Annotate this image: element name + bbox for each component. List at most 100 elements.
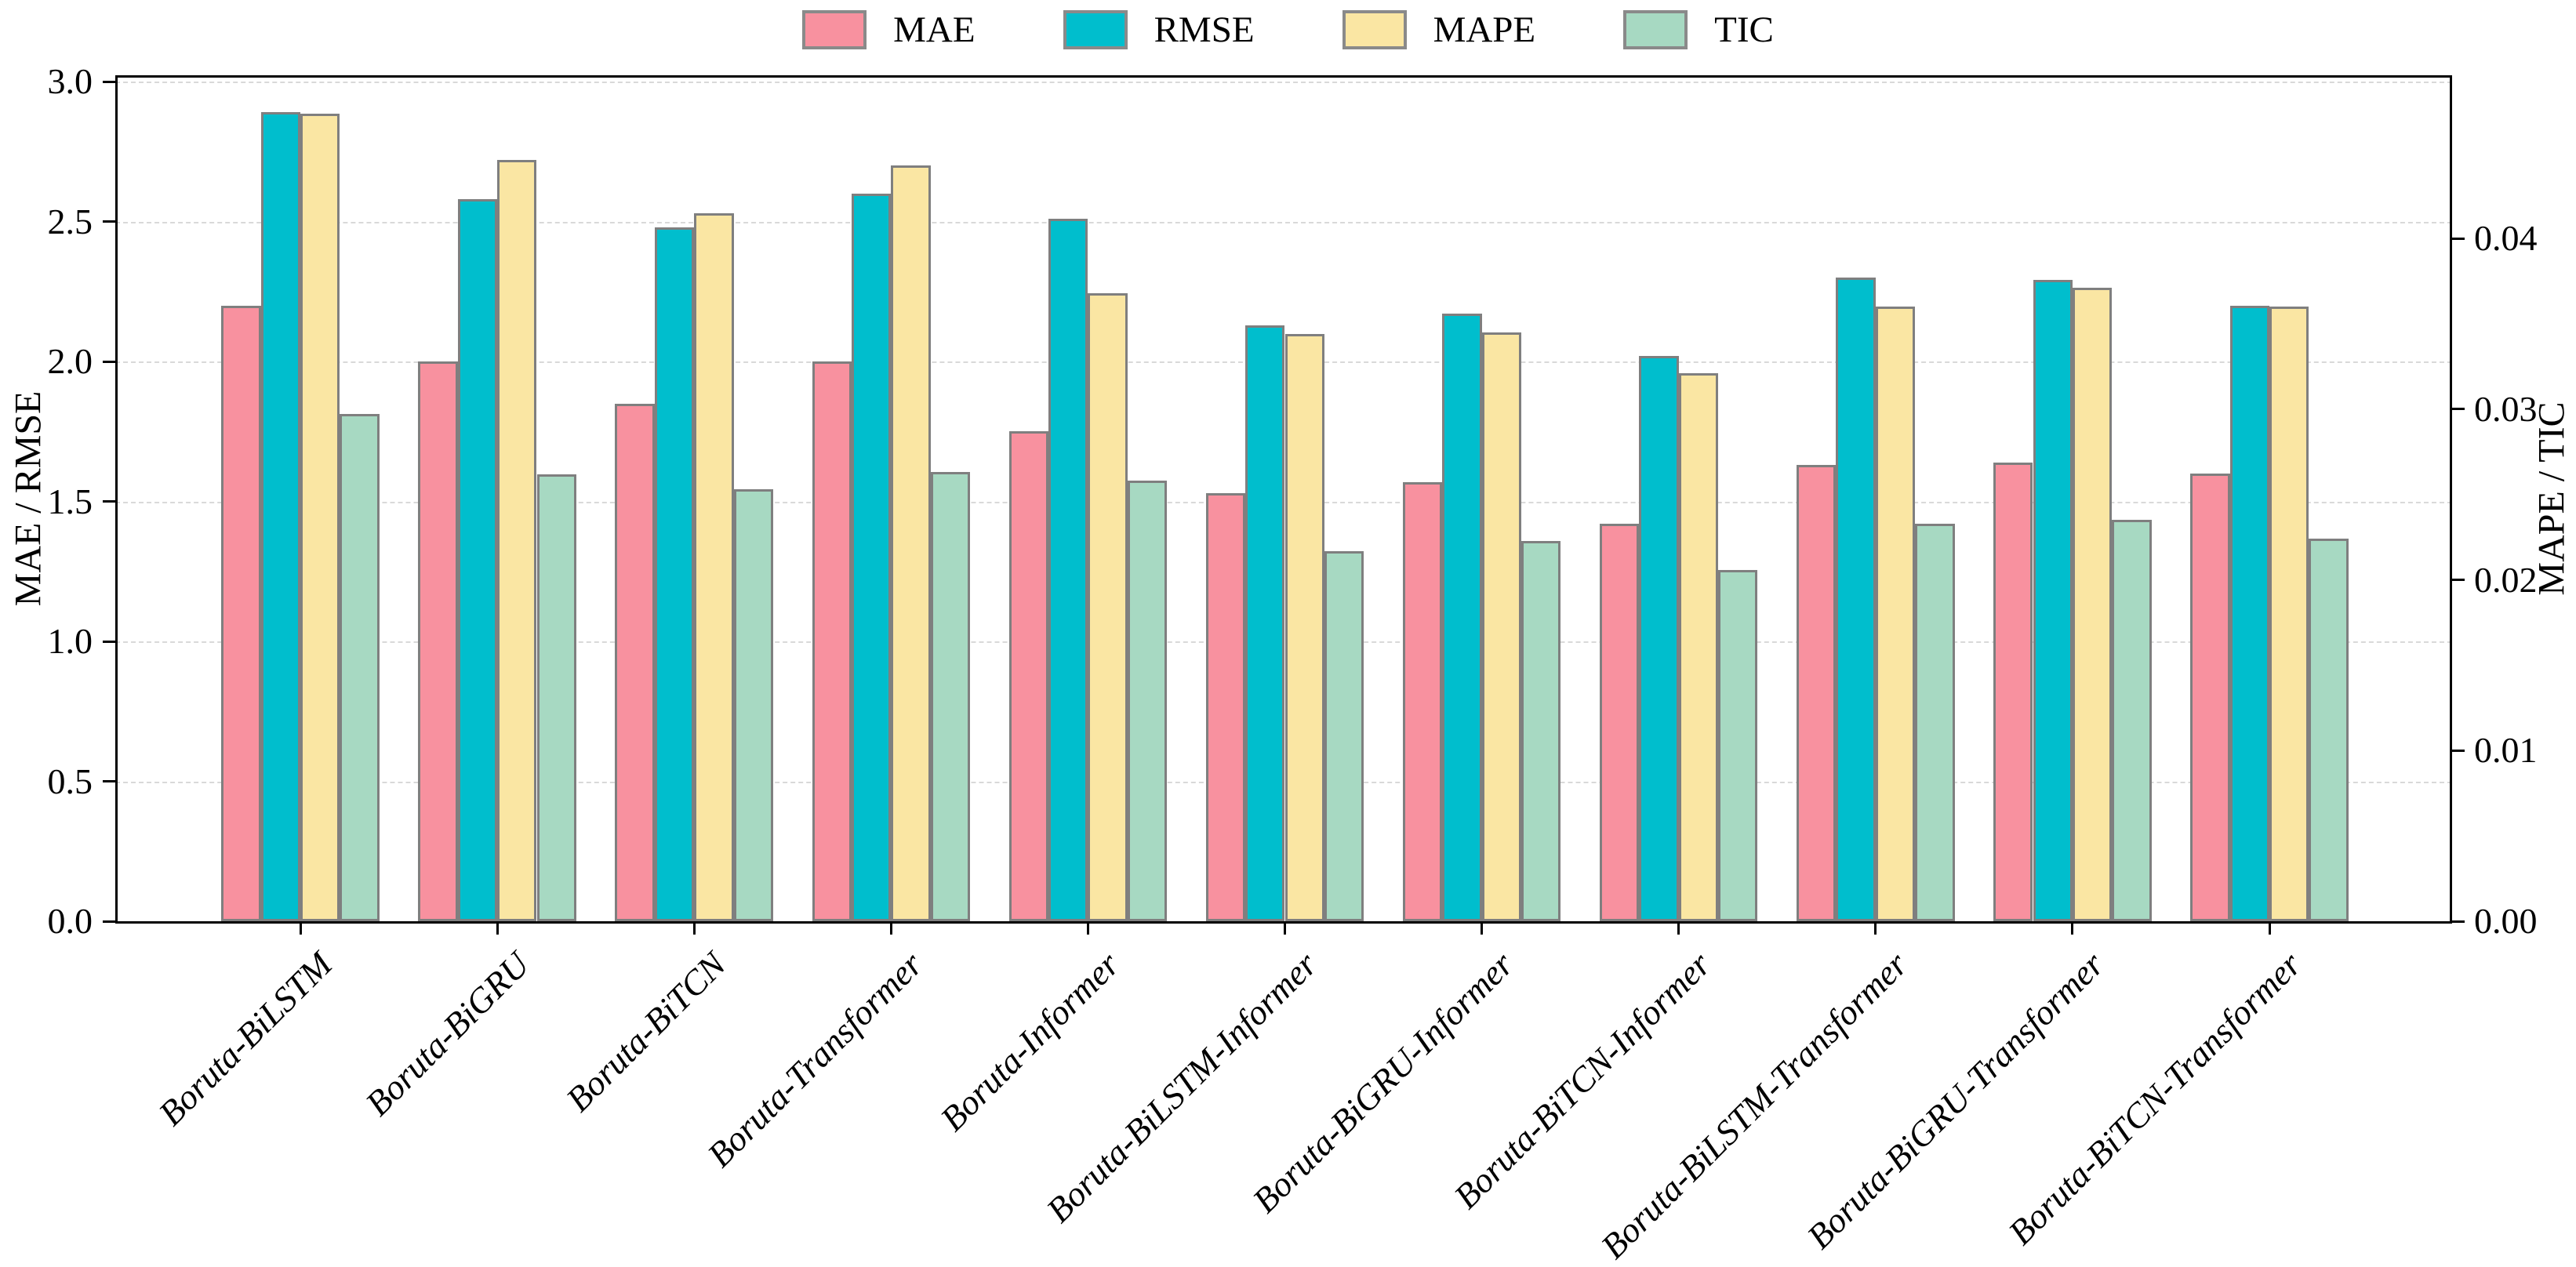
bar-mape-boruta-bitcn-informer (1678, 373, 1719, 921)
bar-tic-boruta-informer (1127, 481, 1168, 921)
bar-tic-boruta-transformer (930, 472, 971, 921)
x-label-boruta-informer: Boruta-Informer (932, 944, 1128, 1139)
legend-swatch-mae (802, 10, 867, 49)
y-tick-left-2.0 (103, 360, 115, 363)
y-tick-right-0.04 (2452, 237, 2465, 240)
legend-item-mae: MAE (802, 9, 976, 50)
legend-label-mae: MAE (893, 9, 976, 50)
y-tick-left-0.5 (103, 780, 115, 782)
bar-rmse-boruta-bilstm (260, 112, 300, 921)
right-axis-title: MAPE / TIC (2531, 401, 2573, 596)
x-label-boruta-transformer: Boruta-Transformer (699, 944, 931, 1175)
bar-rmse-boruta-transformer (851, 193, 892, 921)
bar-mae-boruta-bilstm (221, 305, 261, 921)
x-tick-boruta-bitcn (692, 921, 696, 935)
bar-mae-boruta-informer (1008, 431, 1048, 921)
y-tick-label-left-1.5: 1.5 (47, 481, 93, 521)
bar-mae-boruta-bilstm-informer (1205, 492, 1246, 921)
x-tick-boruta-bilstm (299, 921, 302, 935)
bar-mape-boruta-bilstm-transformer (1875, 307, 1916, 921)
legend-swatch-mape (1342, 10, 1407, 49)
bar-mae-boruta-transformer (812, 361, 852, 921)
bar-tic-boruta-bilstm-informer (1324, 550, 1364, 921)
bar-rmse-boruta-bilstm-transformer (1836, 277, 1876, 921)
bar-mae-boruta-bigru-transformer (1993, 462, 2033, 921)
bar-tic-boruta-bitcn-informer (1718, 569, 1758, 921)
x-tick-boruta-bigru (496, 921, 499, 935)
y-tick-label-right-0.03: 0.03 (2474, 388, 2538, 429)
x-tick-boruta-bigru-informer (1481, 921, 1484, 935)
left-axis-title: MAE / RMSE (7, 390, 49, 607)
y-tick-left-2.5 (103, 220, 115, 223)
x-tick-boruta-bitcn-informer (1677, 921, 1680, 935)
y-tick-label-left-1.0: 1.0 (47, 621, 93, 661)
bar-mae-boruta-bigru (418, 361, 458, 921)
bar-tic-boruta-bigru-informer (1521, 540, 1561, 921)
y-tick-label-right-0.02: 0.02 (2474, 559, 2538, 600)
y-tick-label-left-0.0: 0.0 (47, 901, 93, 941)
x-label-boruta-bigru: Boruta-BiGRU (358, 944, 537, 1124)
legend-item-rmse: RMSE (1063, 10, 1255, 49)
y-tick-left-3.0 (103, 80, 115, 83)
bar-mape-boruta-bigru (497, 160, 537, 921)
bar-mape-boruta-bigru-transformer (2072, 288, 2113, 921)
y-tick-right-0.02 (2452, 579, 2465, 582)
bar-rmse-boruta-bitcn-informer (1639, 355, 1679, 921)
bar-tic-boruta-bigru (536, 474, 576, 921)
legend-item-tic: TIC (1623, 10, 1774, 49)
y-tick-label-left-2.0: 2.0 (47, 341, 93, 381)
bar-mape-boruta-bitcn (694, 212, 734, 921)
y-tick-left-0.0 (103, 920, 115, 923)
y-tick-label-right-0.04: 0.04 (2474, 218, 2538, 259)
bar-tic-boruta-bilstm-transformer (1915, 523, 1955, 921)
bar-mape-boruta-bilstm-informer (1284, 334, 1324, 921)
bar-mape-boruta-informer (1088, 292, 1128, 921)
x-tick-boruta-transformer (889, 921, 892, 935)
y-tick-right-0.03 (2452, 408, 2465, 411)
bar-rmse-boruta-bitcn-transformer (2229, 305, 2269, 921)
y-tick-label-left-2.5: 2.5 (47, 201, 93, 241)
legend-label-tic: TIC (1714, 9, 1774, 50)
bar-mape-boruta-bitcn-transformer (2269, 307, 2309, 921)
legend-swatch-tic (1623, 10, 1688, 49)
gridline-3.0 (115, 82, 2452, 83)
y-tick-label-right-0.01: 0.01 (2474, 730, 2538, 771)
y-tick-left-1.0 (103, 640, 115, 643)
bar-rmse-boruta-informer (1048, 218, 1088, 921)
y-tick-label-left-3.0: 3.0 (47, 61, 93, 101)
legend: MAE RMSE MAPE TIC (0, 6, 2576, 53)
bar-mape-boruta-transformer (891, 165, 931, 921)
bar-rmse-boruta-bigru-informer (1442, 314, 1482, 921)
x-label-boruta-bitcn: Boruta-BiTCN (558, 944, 734, 1120)
y-tick-right-0.01 (2452, 749, 2465, 752)
bar-tic-boruta-bitcn (733, 489, 773, 921)
bar-mae-boruta-bitcn-transformer (2190, 473, 2230, 921)
y-tick-label-right-0.00: 0.00 (2474, 901, 2538, 941)
legend-item-mape: MAPE (1342, 9, 1536, 50)
bar-rmse-boruta-bilstm-informer (1245, 325, 1285, 921)
y-tick-left-1.5 (103, 500, 115, 503)
legend-label-rmse: RMSE (1154, 9, 1255, 50)
bar-mae-boruta-bilstm-transformer (1797, 465, 1837, 921)
x-tick-boruta-bilstm-transformer (1874, 921, 1877, 935)
x-label-boruta-bilstm: Boruta-BiLSTM (151, 944, 340, 1134)
y-tick-label-left-0.5: 0.5 (47, 761, 93, 801)
bar-mae-boruta-bitcn-informer (1599, 524, 1640, 921)
bar-mape-boruta-bigru-informer (1481, 332, 1521, 921)
bar-mape-boruta-bilstm (300, 114, 340, 921)
x-tick-boruta-bigru-transformer (2071, 921, 2074, 935)
bar-rmse-boruta-bitcn (654, 227, 695, 921)
bar-mae-boruta-bitcn (615, 403, 655, 921)
bar-rmse-boruta-bigru (457, 198, 498, 921)
x-tick-boruta-bilstm-informer (1284, 921, 1286, 935)
x-tick-boruta-bitcn-transformer (2268, 921, 2271, 935)
bar-rmse-boruta-bigru-transformer (2033, 280, 2073, 921)
bar-tic-boruta-bitcn-transformer (2309, 539, 2349, 921)
y-tick-right-0.00 (2452, 920, 2465, 923)
gridline-2.5 (115, 221, 2452, 223)
bar-mae-boruta-bigru-informer (1402, 481, 1443, 921)
legend-label-mape: MAPE (1433, 9, 1536, 50)
x-tick-boruta-informer (1086, 921, 1089, 935)
figure: MAE RMSE MAPE TIC Boruta-BiLSTM Boruta-BiGRU… (0, 6, 2576, 1266)
bar-tic-boruta-bigru-transformer (2112, 520, 2152, 921)
